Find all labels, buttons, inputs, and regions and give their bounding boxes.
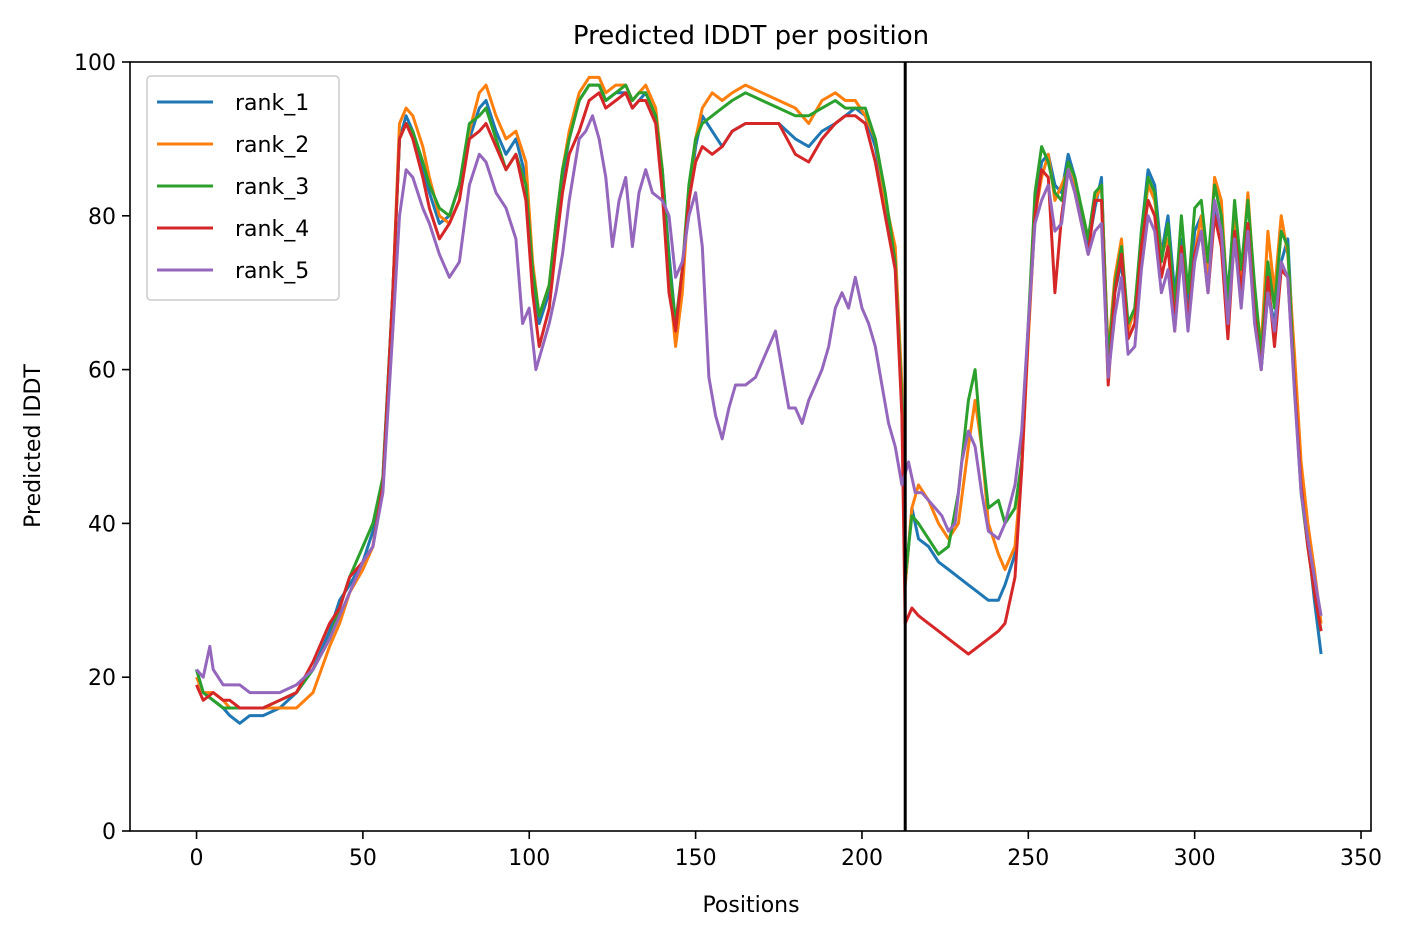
plot-frame (129, 61, 1372, 832)
x-tick-label: 350 (1340, 846, 1382, 871)
y-tick-label: 80 (88, 205, 116, 230)
x-tick-label: 50 (349, 846, 377, 871)
series-line-rank-5 (195, 114, 1323, 695)
y-tick-label: 60 (88, 359, 116, 384)
y-axis-label: Predicted lDDT (21, 364, 46, 528)
legend: rank_1 rank_2 rank_3 rank_4 rank_5 (146, 75, 340, 301)
legend-label: rank_3 (235, 175, 309, 200)
x-tick-label: 0 (190, 846, 204, 871)
legend-label: rank_1 (235, 91, 309, 116)
y-tick-label: 40 (88, 512, 116, 537)
legend-label: rank_2 (235, 133, 309, 158)
chart-title: Predicted lDDT per position (573, 21, 929, 51)
x-tick-label: 150 (675, 846, 717, 871)
x-tick-label: 200 (841, 846, 883, 871)
axes-ticks: 0 50 100 150 200 250 300 350 0 20 40 60 80 100 (74, 51, 1382, 871)
x-tick-label: 300 (1174, 846, 1216, 871)
y-tick-label: 100 (74, 51, 116, 76)
x-axis-label: Positions (702, 893, 799, 918)
series-line-rank-1 (195, 83, 1323, 725)
y-tick-label: 0 (102, 820, 116, 845)
legend-label: rank_5 (235, 259, 309, 284)
legend-box (146, 75, 340, 301)
series-line-rank-2 (195, 75, 1323, 710)
x-tick-label: 250 (1007, 846, 1049, 871)
y-tick-label: 20 (88, 666, 116, 691)
legend-label: rank_4 (235, 217, 309, 242)
x-tick-label: 100 (508, 846, 550, 871)
series-lines (195, 75, 1323, 725)
